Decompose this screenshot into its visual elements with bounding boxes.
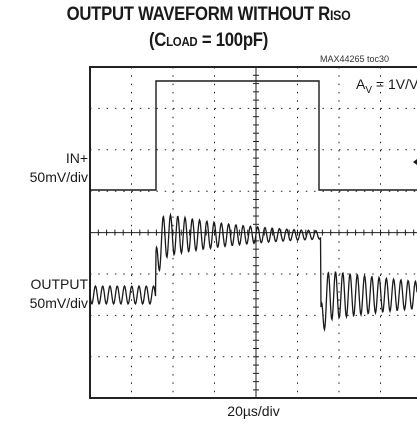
chart-title-line1: OUTPUT WAVEFORM WITHOUT RISO [66,4,351,25]
gain-annotation: AV = 1V/V [356,76,417,96]
channel2-scale: 50mV/div [29,295,88,311]
channel2-name: OUTPUT [30,276,88,292]
channel1-name: IN+ [65,150,88,166]
channel2-label: OUTPUT 50mV/div [30,275,88,313]
x-scale-label: 20µs/div [227,403,280,419]
channel1-label: IN+ 50mV/div [30,149,88,187]
output-trace [89,212,417,333]
channel1-scale: 50mV/div [29,169,88,185]
in-plus-trace [90,80,417,191]
chart-title-line2: (CLOAD = 100pF) [148,30,269,51]
trigger-marker [413,159,417,165]
document-id: MAX44265 toc30 [320,54,390,64]
